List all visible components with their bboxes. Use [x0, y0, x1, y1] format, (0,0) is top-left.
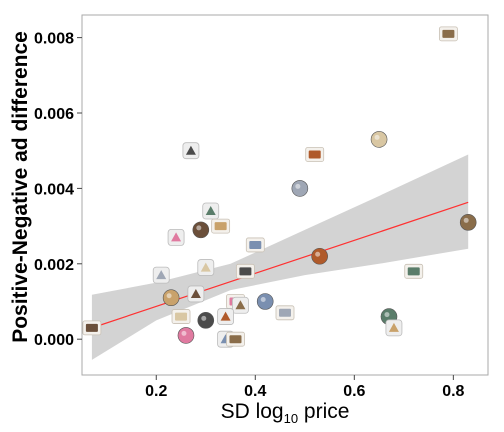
chair-icon [232, 296, 249, 314]
clothes-icon [256, 293, 274, 310]
football-icon [211, 218, 231, 234]
faucet-icon [404, 263, 424, 279]
round-rug-icon [275, 305, 295, 321]
stroller-icon [171, 309, 191, 324]
box-cutter-icon [291, 180, 309, 197]
x-tick-label: 0.8 [442, 383, 464, 400]
cake-icon [82, 320, 102, 336]
bowl-icon [370, 131, 388, 148]
x-axis: 0.2 0.4 0.6 0.8 [145, 375, 465, 400]
y-axis-title: Positive-Negative ad difference [9, 31, 32, 343]
cellphone-icon [235, 263, 255, 279]
y-tick-label: 0.008 [34, 31, 74, 48]
plot-frame [81, 14, 489, 376]
laptop-icon [197, 259, 215, 276]
confidence-band-layer [91, 154, 469, 360]
x-axis-title-subscript: 10 [284, 411, 298, 426]
points-layer [82, 26, 477, 348]
scissors-icon [152, 266, 170, 284]
pool-table-icon [177, 327, 195, 344]
y-axis: 0.000 0.002 0.004 0.006 0.008 [34, 31, 82, 349]
scanner-icon [311, 247, 328, 265]
x-axis-title: SD log10 price [221, 400, 350, 426]
wine-rack-icon [187, 285, 205, 303]
x-axis-title-main: SD log [221, 400, 284, 423]
x-tick-label: 0.2 [145, 383, 167, 400]
printer-icon [202, 202, 220, 220]
binoculars-icon [305, 147, 325, 162]
adirondack-chair-icon [182, 142, 200, 160]
x-tick-label: 0.6 [343, 383, 365, 400]
golf-club-icon [459, 214, 477, 231]
x-tick-label: 0.4 [244, 383, 266, 400]
y-tick-label: 0.006 [34, 106, 74, 123]
pink-purse-icon [438, 26, 458, 42]
shopping-cart-icon [162, 289, 180, 307]
x-axis-title-end: price [298, 400, 349, 423]
y-tick-label: 0.002 [34, 257, 74, 274]
y-tick-label: 0.000 [34, 332, 74, 349]
baseball-icon [245, 237, 265, 253]
dish-icon [226, 331, 245, 347]
confidence-band [91, 154, 469, 360]
camera-icon [167, 229, 185, 246]
y-tick-label: 0.004 [34, 181, 74, 198]
shoe-icon [217, 308, 234, 325]
shirt-icon [197, 312, 215, 329]
fit-line-layer [91, 201, 469, 329]
fit-line [91, 201, 469, 329]
tripod-icon [192, 221, 210, 239]
fishing-rod-icon [385, 319, 403, 337]
